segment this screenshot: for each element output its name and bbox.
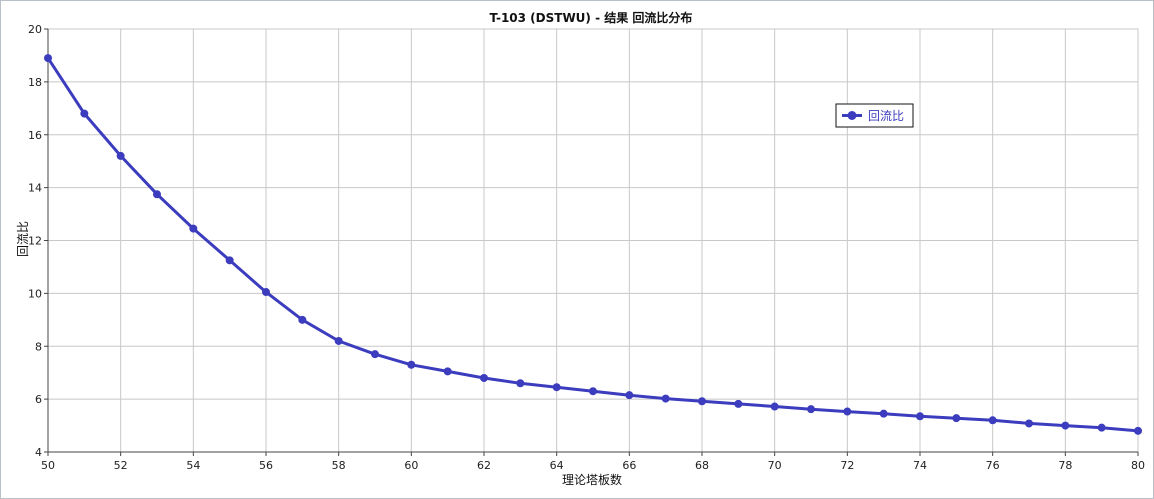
data-point bbox=[807, 405, 815, 414]
y-tick-label: 10 bbox=[28, 287, 42, 300]
x-tick-label: 52 bbox=[114, 459, 128, 472]
data-point bbox=[80, 109, 89, 118]
data-point bbox=[334, 336, 343, 345]
chart-title: T-103 (DSTWU) - 结果 回流比分布 bbox=[490, 10, 693, 25]
data-point bbox=[189, 224, 198, 233]
y-tick-label: 18 bbox=[28, 76, 42, 89]
data-point bbox=[1097, 423, 1106, 432]
data-point bbox=[480, 373, 488, 382]
data-point bbox=[661, 394, 670, 403]
y-axis-ticks: 4 6 8 10 12 14 16 18 20 bbox=[28, 23, 48, 459]
data-point bbox=[843, 407, 852, 416]
data-point bbox=[698, 397, 706, 406]
data-point bbox=[879, 409, 888, 418]
data-point bbox=[1134, 426, 1142, 435]
x-tick-label: 80 bbox=[1131, 459, 1145, 472]
y-tick-label: 4 bbox=[35, 446, 42, 459]
y-tick-label: 12 bbox=[28, 235, 42, 248]
x-tick-label: 68 bbox=[695, 459, 709, 472]
data-point bbox=[734, 399, 743, 408]
x-tick-label: 54 bbox=[186, 459, 200, 472]
x-tick-label: 66 bbox=[622, 459, 636, 472]
y-tick-label: 14 bbox=[28, 182, 42, 195]
data-point bbox=[516, 379, 525, 388]
x-tick-label: 78 bbox=[1058, 459, 1072, 472]
data-point bbox=[225, 256, 234, 265]
y-tick-label: 8 bbox=[35, 340, 42, 353]
data-point bbox=[443, 367, 452, 376]
data-point bbox=[371, 350, 379, 359]
y-tick-label: 6 bbox=[35, 393, 42, 406]
x-tick-label: 50 bbox=[41, 459, 55, 472]
x-tick-label: 58 bbox=[332, 459, 346, 472]
data-point bbox=[770, 402, 779, 411]
x-tick-label: 56 bbox=[259, 459, 273, 472]
x-tick-label: 64 bbox=[550, 459, 564, 472]
legend-marker-swatch bbox=[847, 111, 857, 120]
data-point bbox=[298, 315, 307, 324]
data-point bbox=[44, 54, 52, 63]
x-tick-label: 62 bbox=[477, 459, 491, 472]
data-point bbox=[988, 416, 997, 425]
x-tick-label: 76 bbox=[986, 459, 1000, 472]
x-axis-title: 理论塔板数 bbox=[562, 472, 622, 487]
x-tick-label: 72 bbox=[840, 459, 854, 472]
series-line bbox=[46, 57, 1139, 433]
series-layer bbox=[44, 54, 1142, 435]
data-point bbox=[952, 414, 961, 423]
legend: 回流比 bbox=[835, 103, 914, 128]
legend-box bbox=[835, 103, 914, 128]
legend-label: 回流比 bbox=[868, 109, 904, 123]
data-point bbox=[916, 412, 924, 421]
y-tick-label: 16 bbox=[28, 129, 42, 142]
data-point bbox=[1061, 421, 1070, 430]
data-point bbox=[589, 387, 597, 396]
data-point bbox=[625, 391, 634, 400]
x-tick-label: 74 bbox=[913, 459, 927, 472]
data-point bbox=[1025, 419, 1033, 428]
x-tick-label: 60 bbox=[404, 459, 418, 472]
data-point bbox=[116, 151, 125, 160]
y-tick-label: 20 bbox=[28, 23, 42, 36]
y-axis-title: 回流比 bbox=[16, 221, 30, 257]
data-point bbox=[552, 383, 561, 392]
x-tick-label: 70 bbox=[768, 459, 782, 472]
data-point bbox=[153, 190, 161, 199]
x-axis-ticks: 50 52 54 56 58 60 62 64 66 68 70 72 74 76 78 80 bbox=[41, 452, 1145, 472]
data-point bbox=[407, 360, 416, 369]
data-point bbox=[262, 288, 270, 297]
